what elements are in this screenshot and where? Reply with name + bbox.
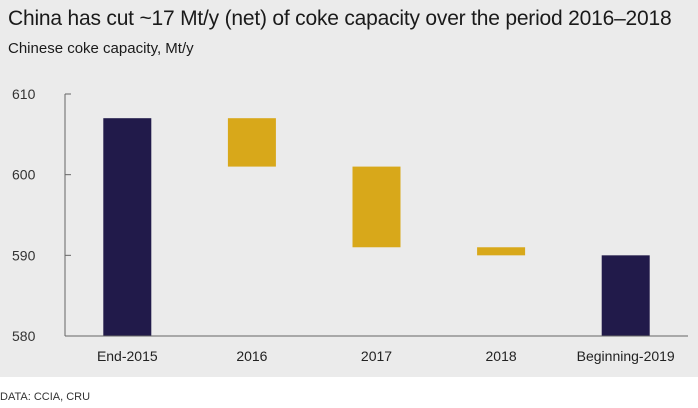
source-note: DATA: CCIA, CRU (0, 391, 91, 403)
chart-title: China has cut ~17 Mt/y (net) of coke cap… (8, 7, 672, 30)
chart-panel: China has cut ~17 Mt/y (net) of coke cap… (0, 0, 698, 377)
x-tick-label: 2016 (236, 348, 267, 364)
y-tick-label: 580 (12, 328, 36, 344)
bar-beginning-2019 (601, 255, 650, 336)
x-tick-label: 2018 (486, 348, 517, 364)
x-tick-label: 2017 (361, 348, 392, 364)
bar-end-2015 (103, 118, 152, 336)
x-axis: End-2015 2016 2017 2018 Beginning-2019 (65, 335, 688, 364)
chart-subtitle: Chinese coke capacity, Mt/y (8, 40, 194, 57)
y-tick-label: 600 (12, 167, 36, 183)
waterfall-chart: 580 590 600 610 End-2015 2016 2017 2018 Beginni… (12, 86, 688, 364)
bar-group (103, 118, 650, 336)
y-axis: 580 590 600 610 (12, 86, 71, 344)
bar-2018 (477, 247, 526, 256)
x-tick-label: Beginning-2019 (577, 348, 675, 364)
y-tick-label: 610 (12, 86, 36, 102)
x-tick-label: End-2015 (97, 348, 158, 364)
bar-2016 (227, 118, 276, 167)
bar-2017 (352, 166, 401, 248)
y-tick-label: 590 (12, 247, 36, 263)
